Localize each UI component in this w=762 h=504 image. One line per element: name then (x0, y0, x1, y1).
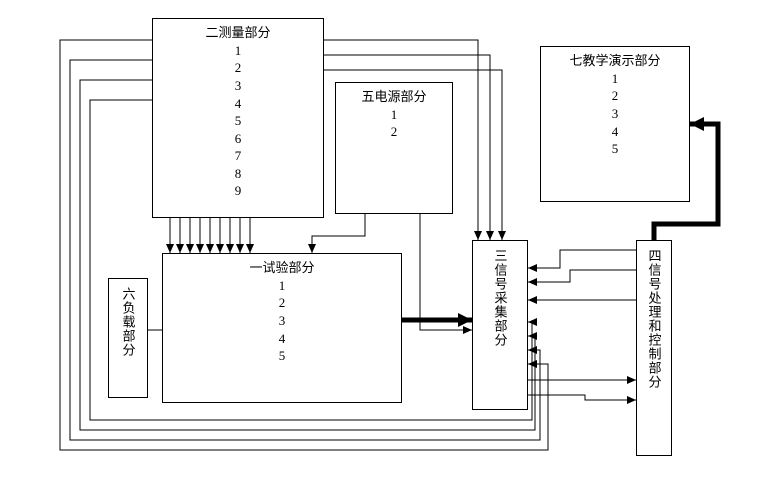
list-item: 2 (153, 59, 323, 77)
box-load: 六负载部分 (108, 278, 148, 398)
list-item: 5 (153, 112, 323, 130)
box-experiment: 一试验部分12345 (162, 253, 402, 403)
list-item: 5 (541, 140, 689, 158)
box-items: 123456789 (153, 42, 323, 200)
list-item: 1 (153, 42, 323, 60)
box-measurement: 二测量部分123456789 (152, 18, 324, 218)
list-item: 2 (336, 123, 452, 141)
list-item: 3 (163, 312, 401, 330)
list-item: 3 (153, 77, 323, 95)
box-title: 一试验部分 (163, 260, 401, 277)
box-items: 12 (336, 106, 452, 141)
list-item: 2 (163, 294, 401, 312)
box-items: 12345 (163, 277, 401, 365)
box-title: 五电源部分 (336, 89, 452, 106)
list-item: 9 (153, 182, 323, 200)
box-signal-acquire: 三信号采集部分 (472, 240, 528, 410)
box-title: 二测量部分 (153, 25, 323, 42)
list-item: 1 (541, 70, 689, 88)
box-power: 五电源部分12 (335, 82, 453, 214)
diagram-stage: { "canvas": { "width": 762, "height": 50… (0, 0, 762, 504)
list-item: 7 (153, 147, 323, 165)
list-item: 5 (163, 347, 401, 365)
list-item: 1 (163, 277, 401, 295)
box-items: 12345 (541, 70, 689, 158)
box-title: 七教学演示部分 (541, 53, 689, 70)
list-item: 1 (336, 106, 452, 124)
box-title: 六负载部分 (119, 287, 138, 357)
list-item: 4 (541, 123, 689, 141)
list-item: 3 (541, 105, 689, 123)
list-item: 4 (153, 95, 323, 113)
box-signal-process: 四信号处理和控制部分 (636, 240, 672, 456)
box-title: 三信号采集部分 (491, 249, 510, 347)
list-item: 4 (163, 330, 401, 348)
box-teaching-demo: 七教学演示部分12345 (540, 46, 690, 202)
list-item: 2 (541, 87, 689, 105)
list-item: 6 (153, 130, 323, 148)
list-item: 8 (153, 165, 323, 183)
box-title: 四信号处理和控制部分 (645, 249, 664, 389)
